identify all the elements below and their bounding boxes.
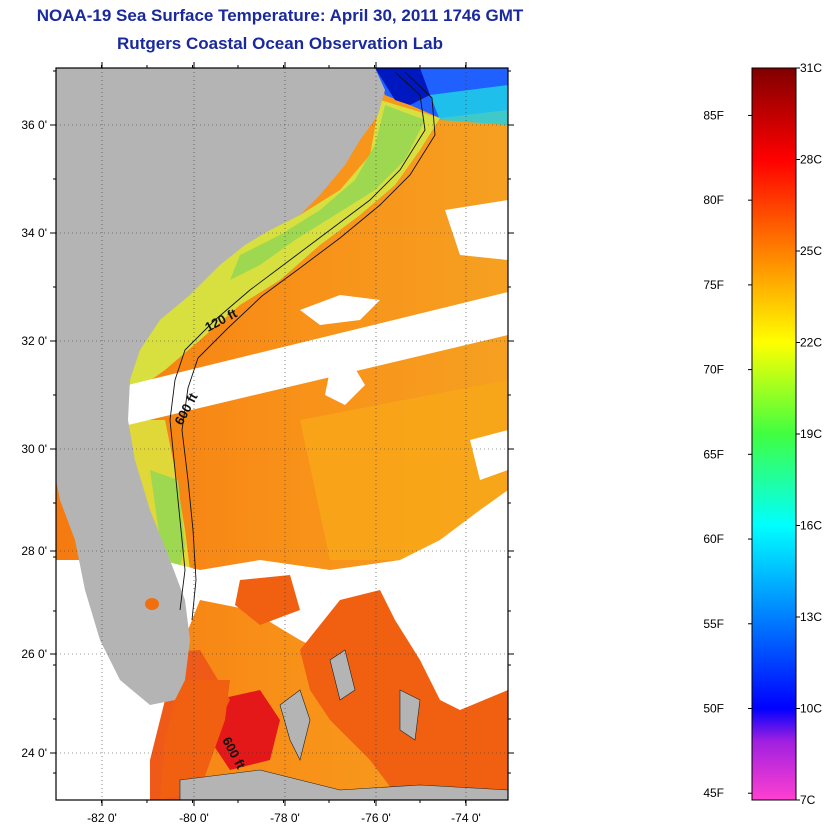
colorbar-fahrenheit-label: 55F bbox=[703, 617, 724, 631]
colorbar-fahrenheit-label: 50F bbox=[703, 702, 724, 716]
depth-contours bbox=[169, 71, 436, 621]
lat-label: 28 0' bbox=[21, 544, 47, 558]
map-subtitle: Rutgers Coastal Ocean Observation Lab bbox=[117, 34, 443, 53]
colorbar-celsius-label: 16C bbox=[800, 519, 822, 533]
colorbar-fahrenheit-label: 75F bbox=[703, 278, 724, 292]
colorbar-fahrenheit-label: 45F bbox=[703, 786, 724, 800]
islands bbox=[179, 649, 508, 800]
colorbar bbox=[751, 67, 797, 801]
grid bbox=[56, 68, 508, 800]
lat-label: 32 0' bbox=[21, 334, 47, 348]
colorbar-fahrenheit-label: 70F bbox=[703, 363, 724, 377]
lat-label: 36 0' bbox=[21, 118, 47, 132]
lon-label: -82 0' bbox=[87, 811, 117, 825]
colorbar-fahrenheit-label: 80F bbox=[703, 193, 724, 207]
colorbar-celsius-label: 28C bbox=[800, 153, 822, 167]
colorbar-celsius-label: 22C bbox=[800, 336, 822, 350]
ocean-warm-region bbox=[300, 380, 508, 560]
lat-label: 24 0' bbox=[21, 746, 47, 760]
map-frame bbox=[55, 67, 509, 801]
colorbar-fahrenheit-label: 65F bbox=[703, 447, 724, 461]
colorbar-fahrenheit-label: 85F bbox=[703, 108, 724, 122]
colorbar-celsius-label: 7C bbox=[800, 793, 816, 807]
colorbar-celsius-label: 10C bbox=[800, 702, 822, 716]
colorbar-labels: 31C 28C 25C 22C 19C 16C 13C 10C 7C 85F 80F 75F 70F 65… bbox=[703, 61, 822, 807]
lon-label: -76 0' bbox=[361, 811, 391, 825]
swath-gap bbox=[128, 292, 508, 425]
colorbar-celsius-label: 13C bbox=[800, 610, 822, 624]
colorbar-celsius-label: 31C bbox=[800, 61, 822, 75]
colorbar-celsius-label: 19C bbox=[800, 427, 822, 441]
lake-okeechobee bbox=[145, 598, 159, 610]
warm-core bbox=[210, 690, 280, 770]
map-title: NOAA-19 Sea Surface Temperature: April 3… bbox=[36, 6, 524, 25]
colorbar-celsius-label: 25C bbox=[800, 244, 822, 258]
lat-label: 34 0' bbox=[21, 226, 47, 240]
lat-label: 26 0' bbox=[21, 647, 47, 661]
lon-label: -80 0' bbox=[179, 811, 209, 825]
lon-label: -74 0' bbox=[451, 811, 481, 825]
land-mass bbox=[56, 68, 385, 705]
lon-label: -78 0' bbox=[270, 811, 300, 825]
sst-map: 120 ft 600 ft 600 ft bbox=[56, 68, 508, 800]
lat-label: 30 0' bbox=[21, 442, 47, 456]
colorbar-fahrenheit-label: 60F bbox=[703, 532, 724, 546]
